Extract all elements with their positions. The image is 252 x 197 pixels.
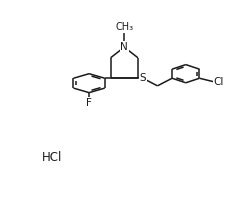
Text: Cl: Cl	[213, 77, 224, 87]
Text: F: F	[86, 98, 92, 108]
Text: HCl: HCl	[42, 151, 62, 164]
Text: S: S	[140, 73, 146, 83]
Text: CH₃: CH₃	[115, 22, 133, 32]
Text: N: N	[120, 42, 128, 52]
